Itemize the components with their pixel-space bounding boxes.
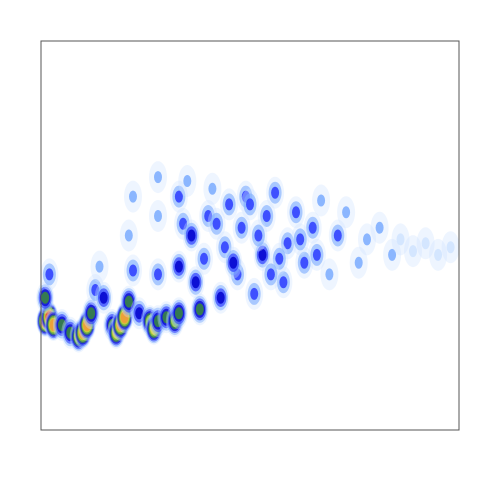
heatmap-cell	[312, 248, 321, 261]
heatmap-cell	[333, 229, 342, 242]
heatmap-cell	[124, 229, 133, 242]
heatmap-cell	[317, 194, 326, 207]
heatmap-cell	[446, 241, 455, 254]
heatmap-cell	[220, 241, 229, 254]
heatmap-cell	[41, 291, 50, 304]
heatmap-cell	[266, 268, 275, 281]
heatmap-cell	[292, 206, 300, 219]
heatmap-cell	[229, 256, 238, 269]
heatmap-cell	[216, 291, 225, 304]
heatmap-cell	[375, 221, 384, 234]
heatmap-cell	[296, 233, 305, 246]
heatmap-cell	[124, 295, 133, 308]
heatmap-cell	[254, 229, 263, 242]
heatmap-cells	[36, 161, 460, 353]
heatmap-cell	[308, 221, 317, 234]
heatmap-cell	[57, 319, 66, 331]
heatmap-cell	[421, 237, 430, 250]
heatmap-cell	[129, 264, 137, 277]
heatmap-cell	[187, 229, 196, 242]
heatmap-cell	[409, 245, 417, 258]
heatmap-cell	[45, 268, 54, 281]
heatmap-cell	[246, 198, 254, 211]
heatmap-cell	[204, 210, 213, 222]
heatmap-cell	[250, 287, 259, 300]
heatmap-cell	[49, 319, 58, 331]
plot-frame	[40, 40, 460, 431]
heatmap-cell	[363, 233, 371, 246]
heatmap-cell	[135, 307, 144, 320]
heatmap-cell	[208, 182, 217, 195]
heatmap-cell	[179, 217, 188, 230]
heatmap-cell	[262, 210, 271, 222]
heatmap-cell	[225, 198, 234, 211]
heatmap-cell	[212, 217, 221, 230]
heatmap-cell	[388, 248, 397, 261]
heatmap-cell	[154, 171, 162, 184]
heatmap-cell	[154, 210, 162, 222]
heatmap-cell	[396, 233, 405, 246]
heatmap-cell	[174, 190, 183, 203]
heatmap-cell	[200, 252, 208, 265]
heatmap-cell	[95, 260, 104, 273]
heatmap-cell	[237, 221, 246, 234]
heatmap-cell	[174, 260, 183, 273]
heatmap-cell	[87, 307, 96, 320]
heatmap-cell	[99, 291, 108, 304]
heatmap-cell	[129, 190, 137, 203]
heatmap-cell	[434, 248, 443, 261]
heatmap-cell	[183, 175, 192, 187]
heatmap-cell	[279, 276, 288, 289]
heatmap-cell	[354, 256, 363, 269]
heatmap-cell	[258, 248, 267, 261]
heatmap-cell	[300, 256, 309, 269]
heatmap-cell	[275, 252, 284, 265]
heatmap-cell	[271, 186, 280, 199]
heatmap-cell	[154, 268, 162, 281]
heatmap-cell	[342, 206, 351, 219]
heatmap-cell	[120, 311, 129, 324]
heatmap-cell	[191, 276, 200, 289]
heatmap-cell	[174, 307, 183, 320]
heatmap-cell	[195, 303, 204, 316]
heatmap-cell	[283, 237, 292, 250]
heatmap-cell	[325, 268, 334, 281]
